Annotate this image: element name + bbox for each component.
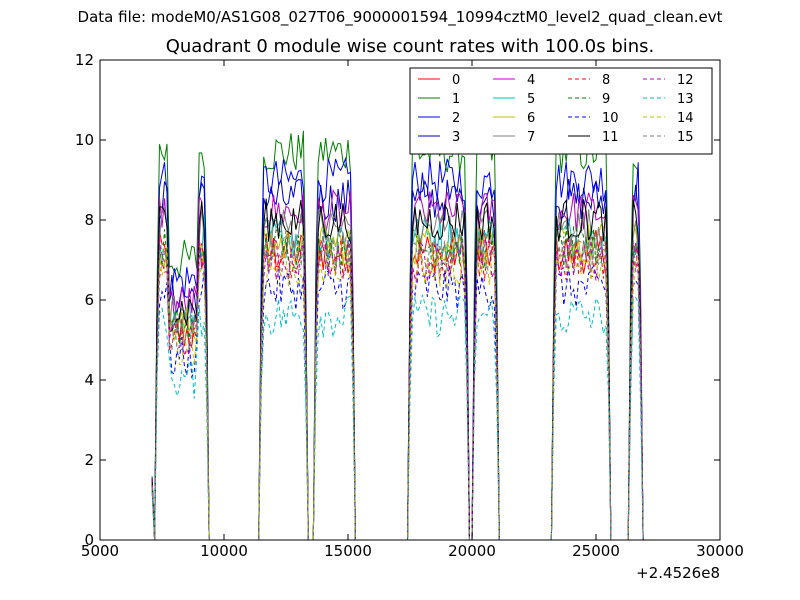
x-tick-label: 30000 [696, 542, 744, 560]
legend-label-15: 15 [677, 130, 694, 145]
legend-label-13: 13 [677, 92, 694, 107]
legend-label-1: 1 [452, 92, 460, 107]
legend-label-14: 14 [677, 111, 694, 126]
y-tick-label: 4 [84, 371, 94, 389]
legend-box [409, 67, 713, 155]
x-tick-label: 15000 [324, 542, 372, 560]
legend-label-8: 8 [602, 73, 610, 88]
x-tick-label: 10000 [200, 542, 248, 560]
series-line-6 [151, 222, 646, 540]
x-tick-label: 25000 [572, 542, 620, 560]
legend-label-0: 0 [452, 73, 460, 88]
series-line-14 [151, 244, 646, 540]
legend-label-10: 10 [602, 111, 619, 126]
legend-label-7: 7 [527, 130, 535, 145]
x-tick-label: 20000 [448, 542, 496, 560]
legend-label-5: 5 [527, 92, 535, 107]
chart-title: Quadrant 0 module wise count rates with … [165, 36, 655, 57]
series-line-11 [151, 198, 646, 540]
y-tick-label: 0 [84, 531, 94, 549]
series-line-10 [151, 265, 646, 540]
series-line-9 [151, 225, 646, 540]
series-line-7 [151, 206, 646, 540]
legend-label-2: 2 [452, 111, 460, 126]
y-tick-label: 2 [84, 451, 94, 469]
y-tick-label: 12 [75, 51, 94, 69]
legend-label-4: 4 [527, 73, 535, 88]
series-line-8 [151, 239, 646, 540]
series-line-0 [151, 229, 646, 540]
x-offset-label: +2.4526e8 [636, 564, 720, 582]
legend-label-6: 6 [527, 111, 535, 126]
series-line-5 [151, 215, 646, 540]
series-line-15 [151, 229, 646, 540]
legend-label-9: 9 [602, 92, 610, 107]
x-tick-label: 5000 [81, 542, 119, 560]
y-tick-label: 10 [75, 131, 94, 149]
legend-label-12: 12 [677, 73, 694, 88]
legend-label-3: 3 [452, 130, 460, 145]
series-line-12 [151, 238, 646, 540]
series-line-3 [151, 178, 646, 540]
legend-label-11: 11 [602, 130, 619, 145]
y-tick-label: 6 [84, 291, 94, 309]
series-line-2 [151, 156, 646, 540]
figure-suptitle: Data file: modeM0/AS1G08_027T06_90000015… [77, 8, 723, 26]
y-tick-label: 8 [84, 211, 94, 229]
series-line-4 [151, 188, 646, 540]
series-layer [151, 130, 646, 540]
series-line-13 [151, 294, 646, 540]
